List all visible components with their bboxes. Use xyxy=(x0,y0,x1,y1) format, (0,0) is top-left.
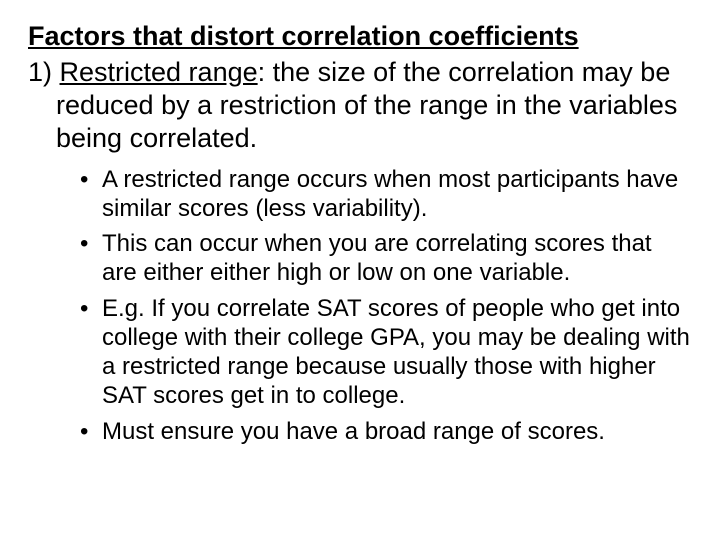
list-item: This can occur when you are correlating … xyxy=(80,229,692,288)
lead-paragraph: 1) Restricted range: the size of the cor… xyxy=(28,56,692,155)
lead-prefix: 1) xyxy=(28,57,60,87)
list-item: E.g. If you correlate SAT scores of peop… xyxy=(80,294,692,411)
lead-term: Restricted range xyxy=(60,57,258,87)
bullet-text: A restricted range occurs when most part… xyxy=(102,166,678,222)
bullet-text: Must ensure you have a broad range of sc… xyxy=(102,418,605,445)
slide: Factors that distort correlation coeffic… xyxy=(0,0,720,540)
bullet-text: E.g. If you correlate SAT scores of peop… xyxy=(102,295,690,410)
bullet-text: This can occur when you are correlating … xyxy=(102,230,652,286)
list-item: A restricted range occurs when most part… xyxy=(80,165,692,224)
list-item: Must ensure you have a broad range of sc… xyxy=(80,417,692,446)
slide-title: Factors that distort correlation coeffic… xyxy=(28,20,692,54)
bullet-list: A restricted range occurs when most part… xyxy=(28,165,692,446)
